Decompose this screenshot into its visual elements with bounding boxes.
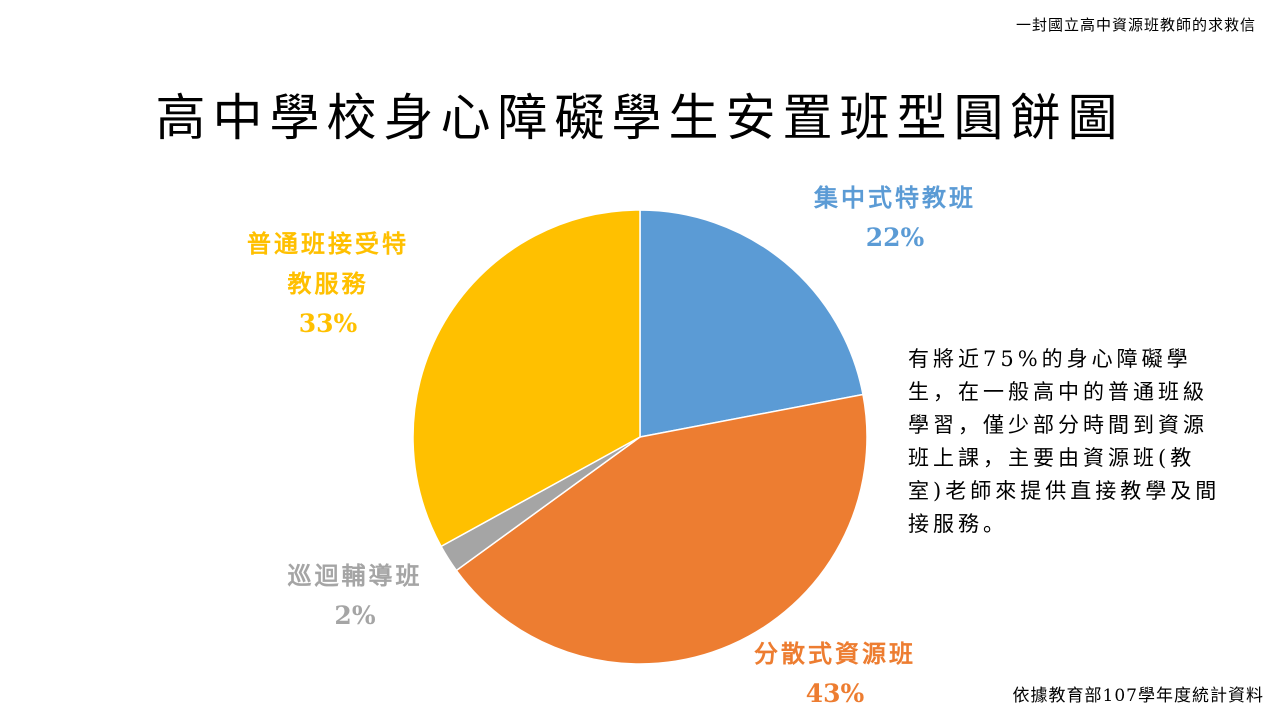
pie-slice-1 xyxy=(455,393,868,665)
slice-label-text: 分散式資源班 xyxy=(754,639,916,668)
top-note: 一封國立高中資源班教師的求救信 xyxy=(1015,16,1256,34)
source-note: 依據教育部107學年度統計資料 xyxy=(1012,686,1264,706)
slice-value-label: 43% xyxy=(805,679,865,708)
pie-slice-3 xyxy=(412,209,641,548)
slice-value-label: 2% xyxy=(334,601,376,630)
slice-label-text-line2: 教服務 xyxy=(287,269,369,298)
slice-value-label: 33% xyxy=(298,309,358,338)
slice-label-text: 集中式特教班 xyxy=(814,183,976,212)
slice-label-text: 巡迴輔導班 xyxy=(287,561,423,590)
slice-label-resource-class: 分散式資源班 43% xyxy=(730,634,940,714)
annotation-text: 有將近75%的身心障礙學生，在一般高中的普通班級學習，僅少部分時間到資源班上課，… xyxy=(908,347,1221,536)
slice-label-text: 普通班接受特 xyxy=(247,229,409,258)
slice-value-label: 22% xyxy=(865,223,925,252)
chart-title: 高中學校身心障礙學生安置班型圓餅圖 xyxy=(155,89,1125,147)
slice-label-concentrated-class: 集中式特教班 22% xyxy=(790,178,1000,258)
slice-label-itinerant-class: 巡迴輔導班 2% xyxy=(270,556,440,636)
pie-slice-0 xyxy=(639,209,864,438)
slice-label-regular-class: 普通班接受特 教服務 33% xyxy=(228,224,428,344)
